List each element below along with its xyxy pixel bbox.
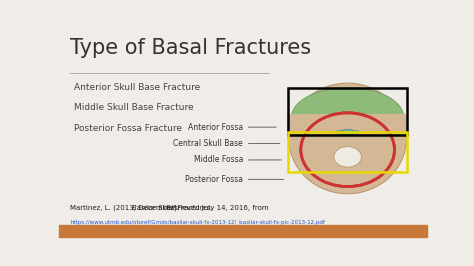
- Bar: [287, 114, 408, 140]
- Bar: [288, 88, 408, 135]
- Ellipse shape: [352, 130, 360, 134]
- Text: 20%: 20%: [341, 139, 358, 148]
- Text: Type of Basal Fractures: Type of Basal Fractures: [70, 38, 311, 58]
- Ellipse shape: [292, 88, 404, 146]
- Text: 5%: 5%: [305, 149, 317, 158]
- Text: https://www.utmb.edu/otoref/Grnds/basilar-skull-fx-2013-12/_basilar-skull-fx-pic: https://www.utmb.edu/otoref/Grnds/basila…: [70, 219, 325, 225]
- Text: Basilar Skull Fractures.: Basilar Skull Fractures.: [132, 205, 212, 211]
- Text: Anterior Fossa: Anterior Fossa: [188, 123, 276, 132]
- Ellipse shape: [289, 83, 406, 194]
- Ellipse shape: [340, 130, 355, 135]
- Text: Posterior Fossa Fracture: Posterior Fossa Fracture: [74, 124, 182, 133]
- Text: Central Skull Base: Central Skull Base: [173, 139, 280, 148]
- Text: Middle Fossa: Middle Fossa: [193, 155, 281, 164]
- Bar: [59, 226, 427, 237]
- Text: 70%: 70%: [343, 120, 360, 130]
- Text: Anterior Skull Base Fracture: Anterior Skull Base Fracture: [74, 83, 200, 92]
- Ellipse shape: [334, 147, 361, 167]
- Text: Posterior Fossa: Posterior Fossa: [185, 175, 283, 184]
- Ellipse shape: [336, 130, 344, 134]
- Text: Retrieved July 14, 2016, from: Retrieved July 14, 2016, from: [164, 205, 269, 211]
- Ellipse shape: [302, 114, 393, 186]
- Text: Middle Skull Base Fracture: Middle Skull Base Fracture: [74, 103, 193, 112]
- Text: Martinez, L. (2013, December).: Martinez, L. (2013, December).: [70, 205, 182, 211]
- Text: 5%: 5%: [342, 177, 354, 185]
- Bar: [288, 132, 408, 172]
